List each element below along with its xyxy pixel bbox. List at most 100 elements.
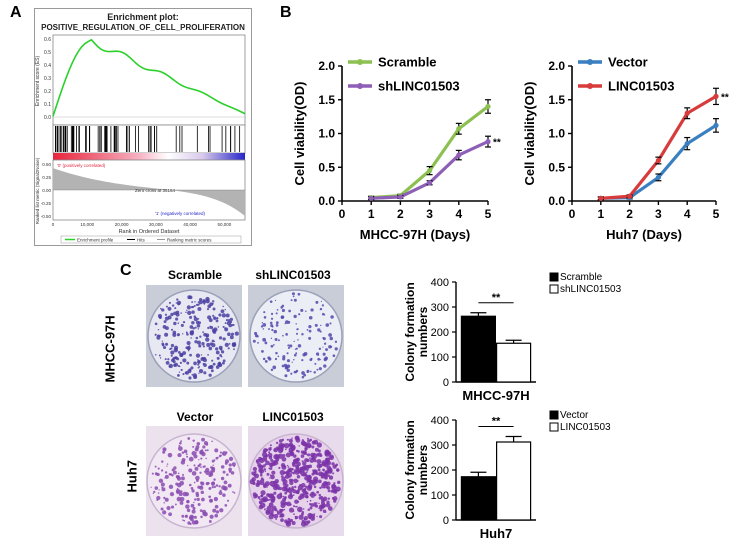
colony-dot [194,466,199,471]
colony-dot [175,312,180,317]
colony-dot [170,354,173,357]
colony-dot [296,475,301,479]
colony-dot [286,501,292,507]
es-tick-label: 0.6 [44,37,51,43]
colony-dot [318,502,320,505]
legend-label: Scramble [378,55,437,70]
colony-dot [295,449,299,453]
gsea-zero-cross: Zero cross at 35164 [135,188,176,193]
colony-dot [176,298,179,301]
data-point [485,139,491,145]
colony-dot [275,324,279,327]
colony-dot [191,509,196,514]
colony-dot [286,464,289,467]
colony-dot [256,335,259,338]
colony-dot [212,314,215,317]
colony-dot [257,341,259,344]
colony-dot [171,304,175,307]
colony-dot [197,306,202,311]
colony-dot [176,496,182,502]
colony-dot [273,491,277,495]
colony-dot [288,507,295,513]
colony-dot [164,332,169,337]
colony-dot [324,511,327,513]
y-tick-label: 100 [431,490,449,502]
colony-dot [197,502,201,506]
colony-dot [286,488,290,492]
colony-dot [258,504,264,510]
colony-dot [292,471,296,475]
colony-dot [322,352,326,356]
colony-dot [177,446,183,451]
colony-dot [220,309,225,314]
significance-mark: ** [492,416,501,428]
es-tick-label: 0.0 [44,115,51,121]
colony-dot [173,356,176,360]
colony-dot [211,339,215,343]
colony-dot [288,309,291,313]
dish-vector-colonies [150,437,236,526]
colony-dot [337,489,340,492]
colony-dot [296,461,301,467]
colony-dot [308,516,310,519]
colony-dot [270,461,275,467]
colony-dot [293,513,295,515]
colony-dot [310,308,314,312]
colony-dot [309,458,314,463]
colony-dot [213,327,218,332]
colony-dot [276,511,281,515]
gsea-legend-hits: Hits [137,238,145,243]
colony-dot [161,340,163,342]
colony-dot [180,460,186,465]
colony-dot [253,494,258,499]
colony-dot [186,305,191,310]
colony-dot [293,469,298,473]
colony-dot [279,508,282,512]
colony-dot [269,448,272,451]
colony-dot [186,309,188,312]
colony-dot [224,308,226,311]
colony-dot [198,344,202,348]
colony-dot [294,485,297,489]
series-line-1 [600,94,717,200]
colony-dot [251,477,256,482]
colony-dot [186,500,189,503]
colony-dot [154,333,157,336]
colony-dot [285,333,288,336]
colony-dot [320,324,322,327]
colony-dot [170,343,175,348]
colony-dot [199,485,203,488]
colony-dot [291,361,293,363]
colony-dot [200,490,205,495]
colony-dot [202,445,206,449]
colony-dot [258,464,264,470]
colony-dot [333,482,336,485]
colony-dot [263,311,266,314]
colony-dot [271,328,274,332]
colony-dot [292,505,296,508]
colony-dot [305,474,308,478]
data-point [713,122,719,128]
metric-tick-label: 0.50 [42,162,51,167]
x-tick-label: 0 [339,207,346,221]
colony-dot [166,506,171,511]
colony-dot [182,321,186,324]
colony-dot [190,503,195,508]
colony-dot [200,354,203,356]
colony-dot [300,512,304,516]
colony-dot [278,439,283,443]
dish-label-linc: LINC01503 [262,410,324,424]
colony-dot [298,510,301,512]
significance-mark: ** [721,92,729,103]
colony-dot [233,492,236,494]
colony-dot [295,506,297,508]
colony-dot [200,481,205,486]
colony-dot [252,466,258,472]
colony-dot [186,341,191,346]
colony-dot [212,467,215,470]
colony-dot [291,488,294,491]
colony-dot [291,486,294,489]
colony-dot [198,298,203,302]
colony-dot [298,313,301,316]
colony-dot [280,500,286,506]
